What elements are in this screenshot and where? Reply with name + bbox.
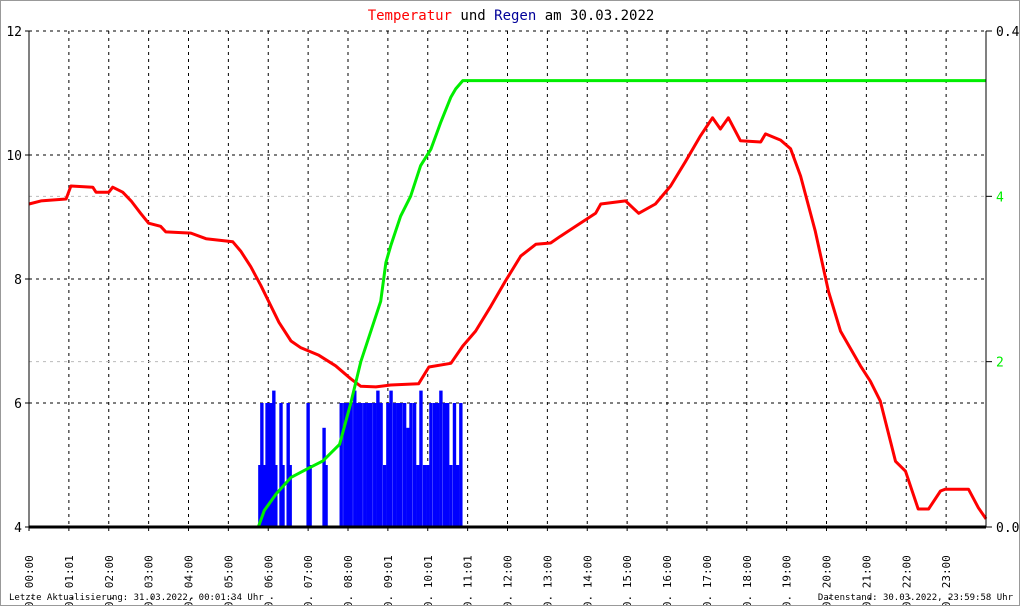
title-part: und <box>452 8 494 24</box>
x-tick-label: 30. 12:00 <box>502 555 515 605</box>
y-left-tick-label: 8 <box>14 273 22 288</box>
x-tick-label: 30. 16:00 <box>661 555 674 605</box>
x-tick-label: 30. 08:00 <box>342 555 355 605</box>
rain-bar <box>392 403 397 527</box>
rain-bar <box>379 403 383 527</box>
y-right-rain-tick-label: 0.4 <box>996 25 1019 40</box>
rain-bar <box>272 390 276 527</box>
rain-bar <box>459 403 463 527</box>
y-left-tick-label: 6 <box>14 397 22 412</box>
rain-bar <box>406 427 410 527</box>
rain-bar <box>373 403 377 527</box>
rain-bar <box>359 403 363 527</box>
temperature-line <box>28 116 988 520</box>
x-tick-label: 30. 06:00 <box>262 555 275 605</box>
x-tick-label: 30. 04:00 <box>183 555 196 605</box>
rain-bar <box>262 465 266 527</box>
rain-bar <box>439 390 443 527</box>
rain-bar <box>416 465 420 527</box>
rain-bar <box>382 465 387 527</box>
rain-bar <box>386 403 390 527</box>
x-tick-label: 30. 14:00 <box>581 555 594 605</box>
rain-bar <box>389 390 393 527</box>
x-tick-label: 30. 20:00 <box>821 555 834 605</box>
rain-bar <box>396 403 400 527</box>
y-right-sum-tick-label: 4 <box>996 190 1004 205</box>
rain-bar <box>436 403 440 527</box>
y-left-tick-label: 4 <box>14 521 22 536</box>
rain-bar <box>281 465 285 527</box>
rain-bar <box>324 465 328 527</box>
x-tick-label: 30. 15:00 <box>621 555 634 605</box>
rain-bar <box>349 403 353 527</box>
x-tick-label: 30. 07:00 <box>302 555 315 605</box>
rain-bar <box>353 390 357 527</box>
last-update-text: Letzte Aktualisierung: 31.03.2022, 00:01… <box>9 593 264 603</box>
x-tick-label: 30. 23:00 <box>940 555 953 605</box>
series-lines <box>28 79 988 529</box>
rain-bar <box>308 465 312 527</box>
x-tick-label: 30. 03:00 <box>143 555 156 605</box>
rain-bar <box>376 390 380 527</box>
y-right-rain-tick-label: 0.0 <box>996 521 1019 536</box>
rain-bar <box>366 403 370 527</box>
rain-bar <box>363 403 367 527</box>
rain-bar <box>422 465 427 527</box>
rain-bar <box>288 465 292 527</box>
x-tick-label: 30. 00:00 <box>23 555 36 605</box>
rain-bar <box>455 465 460 527</box>
rain-bar <box>419 390 423 527</box>
x-tick-label: 30. 05:00 <box>222 555 235 605</box>
x-tick-label: 30. 09:01 <box>382 555 395 605</box>
y-right-sum-tick-label: 2 <box>996 356 1004 371</box>
x-tick-label: 30. 18:00 <box>741 555 754 605</box>
rain-sum-line <box>29 79 986 529</box>
x-tick-label: 30. 11:01 <box>462 555 475 605</box>
rain-bar <box>260 403 264 527</box>
x-tick-label: 30. 21:00 <box>860 555 873 605</box>
x-tick-label: 30. 17:00 <box>701 555 714 605</box>
rain-bar <box>258 465 262 527</box>
title-part: Temperatur <box>368 8 452 24</box>
rain-bar <box>369 403 373 527</box>
x-tick-label: 30. 02:00 <box>103 555 116 605</box>
x-tick-label: 30. 01:01 <box>63 555 76 605</box>
rain-bar <box>442 403 447 527</box>
rain-bar <box>445 403 450 527</box>
rain-bar <box>265 403 269 527</box>
x-tick-label: 30. 10:01 <box>422 555 435 605</box>
y-left-tick-label: 10 <box>6 149 22 164</box>
rain-bar <box>399 403 403 527</box>
rain-bar <box>286 403 290 527</box>
rain-bar <box>356 403 360 527</box>
y-left-tick-label: 12 <box>6 25 22 40</box>
rain-bar <box>402 403 407 527</box>
rain-bar <box>343 403 347 527</box>
rain-bar <box>322 427 326 527</box>
rain-bar <box>339 403 343 527</box>
rain-bar <box>409 403 413 527</box>
rain-bar <box>279 403 283 527</box>
rain-bar <box>412 403 417 527</box>
rain-bar <box>449 465 453 527</box>
rain-bar <box>306 403 310 527</box>
data-timestamp-text: Datenstand: 30.03.2022, 23:59:58 Uhr <box>817 593 1013 603</box>
axes: 30. 00:00 30. 01:01 30. 02:00 30. 03:00 30. … <box>6 25 1019 605</box>
title-part: Regen <box>494 8 536 24</box>
rain-bar <box>346 403 350 527</box>
rain-bar <box>452 403 457 527</box>
rain-bars <box>258 390 463 527</box>
rain-bar <box>270 403 274 527</box>
x-tick-label: 30. 19:00 <box>781 555 794 605</box>
rain-bar <box>432 403 437 527</box>
x-tick-label: 30. 13:00 <box>541 555 554 605</box>
rain-bar <box>267 403 271 527</box>
x-tick-label: 30. 22:00 <box>900 555 913 605</box>
title-part: am 30.03.2022 <box>536 8 654 24</box>
rain-bar <box>426 465 430 527</box>
chart-title: Temperatur und Regen am 30.03.2022 <box>368 8 655 24</box>
rain-bar <box>429 403 433 527</box>
